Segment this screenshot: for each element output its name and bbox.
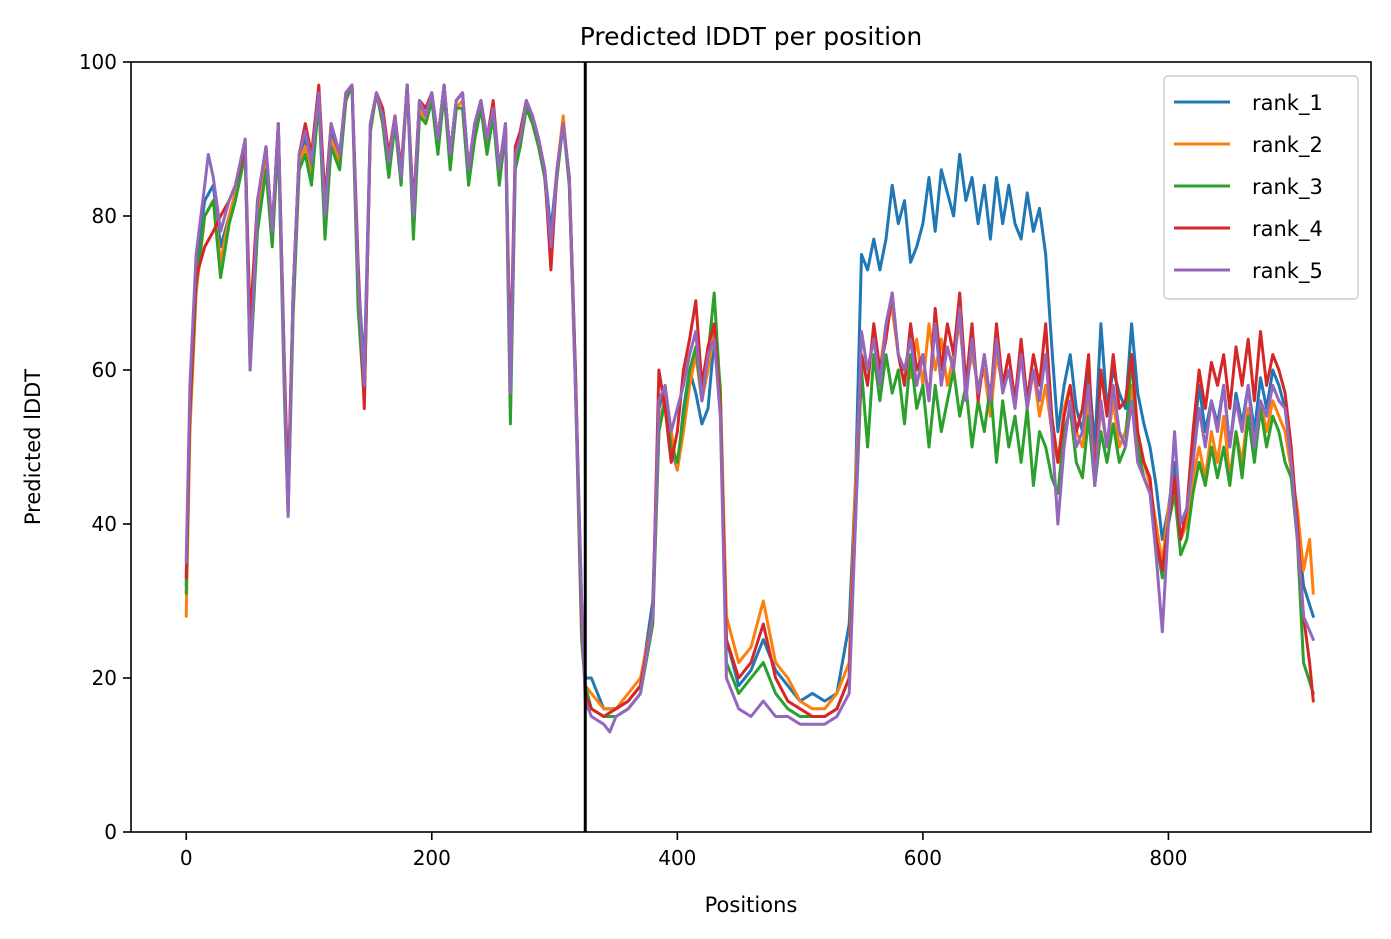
y-tick-label: 20	[92, 666, 117, 690]
series-layer	[184, 83, 1315, 734]
x-axis-label: Positions	[705, 893, 798, 917]
legend-label-rank_5: rank_5	[1252, 259, 1323, 284]
x-axis-ticks: 0 200 400 600 800	[180, 832, 1188, 870]
x-tick-label: 400	[658, 846, 696, 870]
legend: rank_1 rank_2 rank_3 rank_4 rank_5	[1163, 75, 1359, 300]
y-tick-label: 80	[92, 204, 117, 228]
x-tick-label: 600	[904, 846, 942, 870]
y-tick-label: 0	[104, 820, 117, 844]
x-tick-label: 0	[180, 846, 193, 870]
series-line-rank_5	[184, 83, 1315, 734]
x-tick-label: 200	[413, 846, 451, 870]
legend-label-rank_1: rank_1	[1252, 91, 1323, 116]
legend-label-rank_4: rank_4	[1252, 217, 1323, 242]
y-tick-label: 100	[79, 50, 117, 74]
y-axis-ticks: 0 20 40 60 80 100	[79, 50, 131, 844]
plot-area	[130, 61, 1372, 833]
y-tick-label: 40	[92, 512, 117, 536]
legend-label-rank_3: rank_3	[1252, 175, 1323, 200]
x-tick-label: 800	[1149, 846, 1187, 870]
legend-label-rank_2: rank_2	[1252, 133, 1323, 158]
y-axis-label: Predicted lDDT	[21, 369, 45, 525]
legend-box	[1163, 75, 1359, 300]
plot-frame	[130, 61, 1372, 833]
y-tick-label: 60	[92, 358, 117, 382]
chart-title: Predicted lDDT per position	[580, 22, 922, 51]
